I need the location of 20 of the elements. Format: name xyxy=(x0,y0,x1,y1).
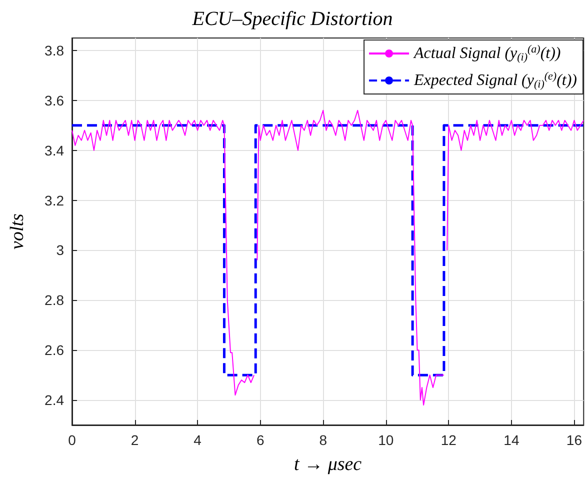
x-tick-label: 4 xyxy=(194,432,202,448)
y-tick-label: 3.2 xyxy=(44,192,64,208)
x-tick-label: 6 xyxy=(256,432,264,448)
chart-title: ECU–Specific Distortion xyxy=(191,8,393,30)
y-tick-label: 3.6 xyxy=(44,92,64,108)
x-tick-label: 12 xyxy=(440,432,457,448)
x-tick-label: 10 xyxy=(378,432,394,448)
y-tick-label: 2.6 xyxy=(44,342,64,358)
y-tick-label: 3.8 xyxy=(44,42,64,58)
x-axis-title: t → μsec xyxy=(294,454,362,475)
x-tick-label: 2 xyxy=(130,432,139,448)
x-tick-label: 16 xyxy=(566,432,582,448)
x-tick-label: 14 xyxy=(504,432,520,448)
x-tick-label: 0 xyxy=(68,432,76,448)
y-tick-label: 2.8 xyxy=(44,292,64,308)
y-tick-label: 3 xyxy=(56,242,64,258)
y-tick-label: 2.4 xyxy=(44,392,64,408)
x-tick-label: 8 xyxy=(319,432,328,448)
y-tick-label: 3.4 xyxy=(44,142,64,158)
y-axis-title: volts xyxy=(7,214,28,250)
